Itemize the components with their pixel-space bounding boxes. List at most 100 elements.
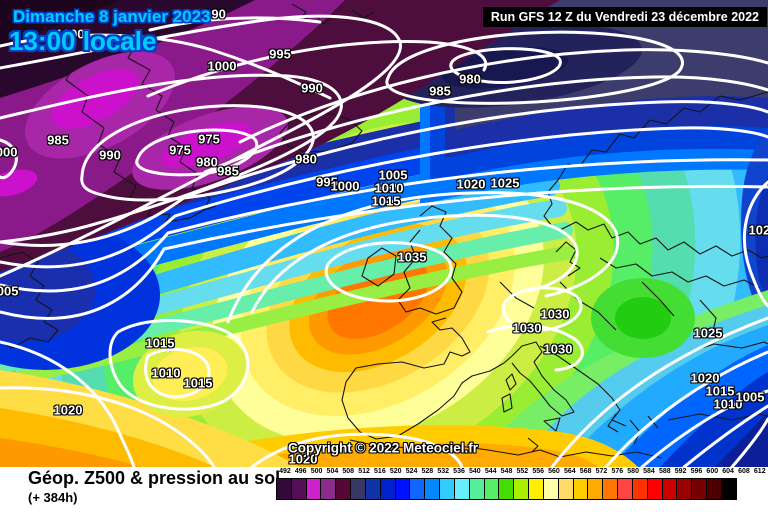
isobar-label: 1010 <box>374 180 404 196</box>
legend-value: 572 <box>595 468 608 475</box>
isobar-label: 1030 <box>543 341 573 357</box>
isobar-label: 1015 <box>705 383 735 399</box>
isobar-label: 1015 <box>371 193 401 209</box>
legend-value: 560 <box>548 468 560 475</box>
weather-map-svg <box>0 0 768 467</box>
legend-swatch <box>379 478 396 500</box>
isobar-label: 1020 <box>456 176 486 192</box>
legend-swatch <box>335 478 352 500</box>
isobar-label: 990 <box>99 147 121 163</box>
isobar-label: 985 <box>47 132 69 148</box>
copyright-text: Copyright © 2022 Meteociel.fr <box>288 440 478 456</box>
isobar-label: 1005 <box>0 283 19 299</box>
legend-swatch <box>394 478 411 500</box>
legend-swatch <box>483 478 500 500</box>
isobar-label: 1030 <box>512 320 542 336</box>
legend-value: 564 <box>563 468 576 475</box>
isobar-label: 1025 <box>490 175 520 191</box>
legend-value: 520 <box>389 468 402 475</box>
legend-value: 548 <box>500 468 513 475</box>
legend-swatch <box>305 478 322 500</box>
legend-value: 536 <box>453 468 465 475</box>
legend-swatch <box>676 478 693 500</box>
legend-value: 556 <box>532 468 544 475</box>
legend-value: 592 <box>674 468 687 475</box>
legend-strip: Géop. Z500 & pression au sol (+ 384h) 49… <box>0 467 768 512</box>
isobar-label: 1035 <box>397 249 427 265</box>
legend-swatch <box>572 478 589 500</box>
legend-swatch <box>364 478 381 500</box>
legend-swatch <box>350 478 366 500</box>
isobar-label: 975 <box>169 142 191 158</box>
legend-swatch <box>439 478 455 500</box>
isobar-layer <box>0 14 768 467</box>
legend-value: 496 <box>294 468 307 475</box>
legend-swatch <box>602 478 619 500</box>
legend-swatch <box>409 478 426 500</box>
model-run-info: Run GFS 12 Z du Vendredi 23 décembre 202… <box>482 7 767 27</box>
isobar-label: 1025 <box>693 325 723 341</box>
legend-swatch <box>468 478 485 500</box>
legend-swatch <box>498 478 515 500</box>
legend-swatch <box>587 478 604 500</box>
isobar-label: 980 <box>196 154 218 170</box>
legend-value: 504 <box>326 468 339 475</box>
legend-value: 608 <box>738 468 750 475</box>
legend-swatch <box>513 478 530 500</box>
color-scale-values: 492 496 500 504 508 512 516 520 524 528 532 536 540 5… <box>277 468 768 475</box>
isobar-label: 980 <box>459 71 481 87</box>
legend-swatch <box>453 478 470 500</box>
legend-value: 576 <box>611 468 624 475</box>
legend-value: 528 <box>421 468 434 475</box>
isobar-label: 1020 <box>690 370 720 386</box>
isobar-label: 1000 <box>0 144 18 160</box>
legend-value: 612 <box>753 468 766 475</box>
legend-swatch <box>320 478 337 500</box>
legend-title: Géop. Z500 & pression au sol <box>28 468 281 488</box>
isobar-label: 1000 <box>330 178 360 194</box>
forecast-hour: (+ 384h) <box>28 490 78 505</box>
legend-value: 508 <box>342 468 355 475</box>
legend-swatch <box>661 478 678 500</box>
isobar-label: 1015 <box>145 335 175 351</box>
legend-swatch <box>706 478 722 500</box>
legend-swatch <box>542 478 559 500</box>
isobar-label: 980 <box>295 151 317 167</box>
isobar-label: 975 <box>198 131 220 147</box>
legend-swatch <box>557 478 574 500</box>
legend-value: 512 <box>358 468 370 475</box>
color-scale: 492 496 500 504 508 512 516 520 524 528 532 536 540 5… <box>276 468 768 500</box>
isobar-label: 995 <box>269 46 291 62</box>
legend-swatch <box>691 478 708 500</box>
isobar-label: 1015 <box>183 375 213 391</box>
legend-swatch <box>617 478 633 500</box>
legend-value: 568 <box>579 468 592 475</box>
legend-value: 500 <box>310 468 323 475</box>
isobar-label: 1010 <box>151 365 181 381</box>
map-image: 9901000995100099098598098599010009759759… <box>0 0 768 467</box>
legend-value: 544 <box>484 468 497 475</box>
legend-swatch <box>631 478 648 500</box>
isobar-label: 1005 <box>735 389 765 405</box>
isobar-label: 1005 <box>378 167 408 183</box>
legend-value: 552 <box>516 468 529 475</box>
isobar-label: 1000 <box>207 58 237 74</box>
legend-value: 492 <box>279 468 291 475</box>
isobar-label: 990 <box>301 80 323 96</box>
legend-value: 588 <box>658 468 671 475</box>
legend-swatch <box>720 478 737 500</box>
isobar-label: 995 <box>316 174 338 190</box>
isobar-label: 1025 <box>748 222 768 238</box>
legend-value: 524 <box>405 468 418 475</box>
isobar-label: 1020 <box>53 402 83 418</box>
isobar-label: 985 <box>217 163 239 179</box>
isobar-label: 1000 <box>55 26 85 42</box>
legend-swatch <box>290 478 307 500</box>
legend-value: 580 <box>627 468 639 475</box>
color-scale-swatches <box>276 478 768 500</box>
isobar-label: 1020 <box>288 451 318 467</box>
legend-value: 516 <box>374 468 386 475</box>
legend-value: 584 <box>643 468 655 475</box>
legend-swatch <box>424 478 441 500</box>
